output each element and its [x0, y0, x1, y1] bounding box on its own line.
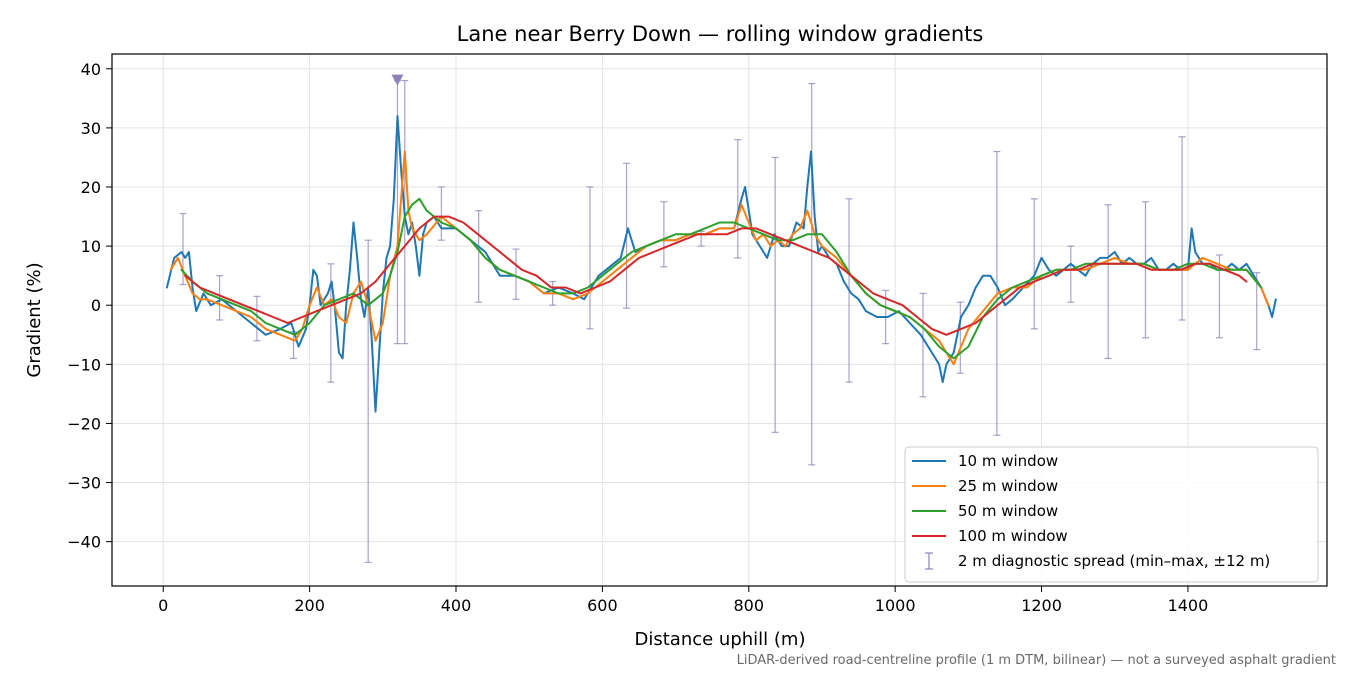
x-tick-label: 800 — [734, 596, 765, 615]
chart-title: Lane near Berry Down — rolling window gr… — [457, 22, 984, 46]
y-axis-label: Gradient (%) — [24, 262, 45, 377]
grid-lines — [112, 54, 1327, 586]
x-tick-label: 200 — [294, 596, 325, 615]
x-tick-label: 400 — [441, 596, 472, 615]
x-tick-label: 1000 — [875, 596, 916, 615]
legend-label-4: 100 m window — [958, 527, 1068, 545]
legend-label-2: 25 m window — [958, 477, 1058, 495]
y-tick-label: 10 — [81, 237, 101, 256]
x-tick-label: 600 — [587, 596, 618, 615]
series-line-1 — [165, 115, 1277, 413]
chart-caption: LiDAR-derived road-centreline profile (1… — [737, 653, 1336, 668]
x-tick-label: 1200 — [1021, 596, 1062, 615]
y-tick-label: 0 — [91, 296, 101, 315]
peak-marker-icon — [391, 74, 404, 86]
y-tick-label: −20 — [67, 414, 101, 433]
legend-label-diagnostic: 2 m diagnostic spread (min–max, ±12 m) — [958, 552, 1270, 570]
y-tick-label: 20 — [81, 178, 101, 197]
x-tick-label: 0 — [158, 596, 168, 615]
y-tick-label: −10 — [67, 355, 101, 374]
y-tick-label: −40 — [67, 533, 101, 552]
legend-label-3: 50 m window — [958, 502, 1058, 520]
series-line-4 — [184, 215, 1248, 336]
y-tick-label: 30 — [81, 119, 101, 138]
marker-layer — [391, 74, 404, 86]
legend-label-1: 10 m window — [958, 452, 1058, 470]
legend-box — [904, 446, 1319, 583]
y-tick-label: 40 — [81, 60, 101, 79]
series-layer — [165, 115, 1277, 413]
plot-area-frame — [111, 53, 1328, 587]
axis-ticks: 0 200 400 600 800 1000 1200 1400 40 30 20 10 0 −10 −20… — [67, 60, 1208, 615]
x-axis-label: Distance uphill (m) — [635, 629, 806, 650]
x-tick-label: 1400 — [1168, 596, 1209, 615]
y-tick-label: −30 — [67, 474, 101, 493]
legend: 10 m window 25 m window 50 m window 100 m w… — [904, 446, 1319, 583]
